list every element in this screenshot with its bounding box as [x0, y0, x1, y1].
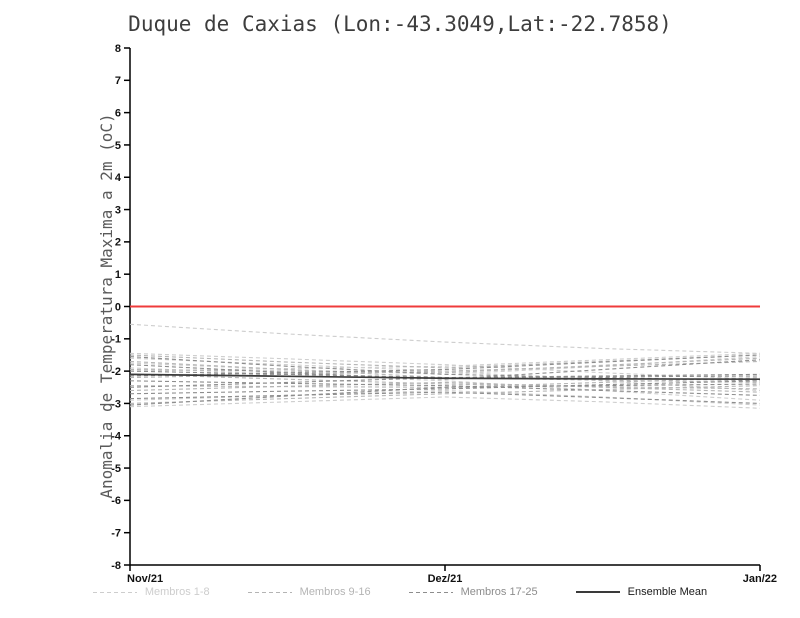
y-tick-label: -5	[111, 463, 121, 475]
ensemble-member-line	[129, 396, 761, 409]
y-tick-label: -7	[111, 528, 121, 540]
y-tick-label: 0	[115, 301, 121, 313]
ensemble-member-line	[129, 359, 761, 380]
legend-label-membros-9-16: Membros 9-16	[299, 586, 371, 598]
legend-item-membros-9-16: Membros 9-16	[247, 586, 371, 598]
y-tick-label: 8	[115, 43, 121, 55]
legend-line-sample-membros-17-25	[408, 591, 453, 593]
y-tick-label: 6	[115, 107, 121, 119]
y-tick-label: 7	[115, 75, 121, 87]
ensemble-member-line	[129, 367, 761, 401]
legend-item-membros-1-8: Membros 1-8	[92, 586, 210, 598]
legend-item-ensemble-mean: Ensemble Mean	[575, 586, 708, 598]
ensemble-member-line	[129, 391, 761, 404]
x-tick-label: Nov/21	[127, 573, 163, 585]
y-tick-label: 1	[115, 269, 121, 281]
x-tick-label: Dez/21	[428, 573, 463, 585]
y-tick-label: -8	[111, 560, 121, 572]
y-tick-label: -6	[111, 495, 121, 507]
x-tick-label: Jan/22	[743, 573, 777, 585]
y-tick-label: 5	[115, 140, 121, 152]
ensemble-member-line	[129, 323, 761, 354]
ensemble-member-line	[129, 380, 761, 395]
ensemble-member-line	[129, 385, 761, 404]
legend-label-ensemble-mean: Ensemble Mean	[627, 586, 708, 598]
ensemble-member-line	[129, 352, 761, 372]
legend-line-sample-membros-9-16	[247, 591, 292, 593]
ensemble-mean-line	[129, 373, 761, 381]
y-tick-label: 3	[115, 204, 121, 216]
y-tick-label: -4	[111, 431, 122, 443]
y-tick-label: -2	[111, 366, 121, 378]
legend-item-membros-17-25: Membros 17-25	[408, 586, 538, 598]
y-tick-label: -3	[111, 398, 121, 410]
y-tick-label: -1	[111, 334, 121, 346]
legend-label-membros-17-25: Membros 17-25	[460, 586, 538, 598]
legend-line-sample-membros-1-8	[92, 591, 137, 593]
chart-legend: Membros 1-8 Membros 9-16 Membros 17-25 E…	[0, 586, 800, 598]
ensemble-member-line	[129, 373, 761, 390]
ensemble-member-line	[129, 383, 761, 406]
ensemble-member-line	[129, 381, 761, 393]
y-tick-label: 4	[115, 172, 122, 184]
y-tick-label: 2	[115, 237, 121, 249]
ensemble-member-line	[129, 380, 761, 396]
ensemble-member-line	[129, 357, 761, 374]
legend-line-sample-ensemble-mean	[575, 591, 620, 593]
chart-title: Duque de Caxias (Lon:-43.3049,Lat:-22.78…	[128, 12, 672, 36]
ensemble-member-line	[129, 354, 761, 377]
legend-label-membros-1-8: Membros 1-8	[144, 586, 210, 598]
